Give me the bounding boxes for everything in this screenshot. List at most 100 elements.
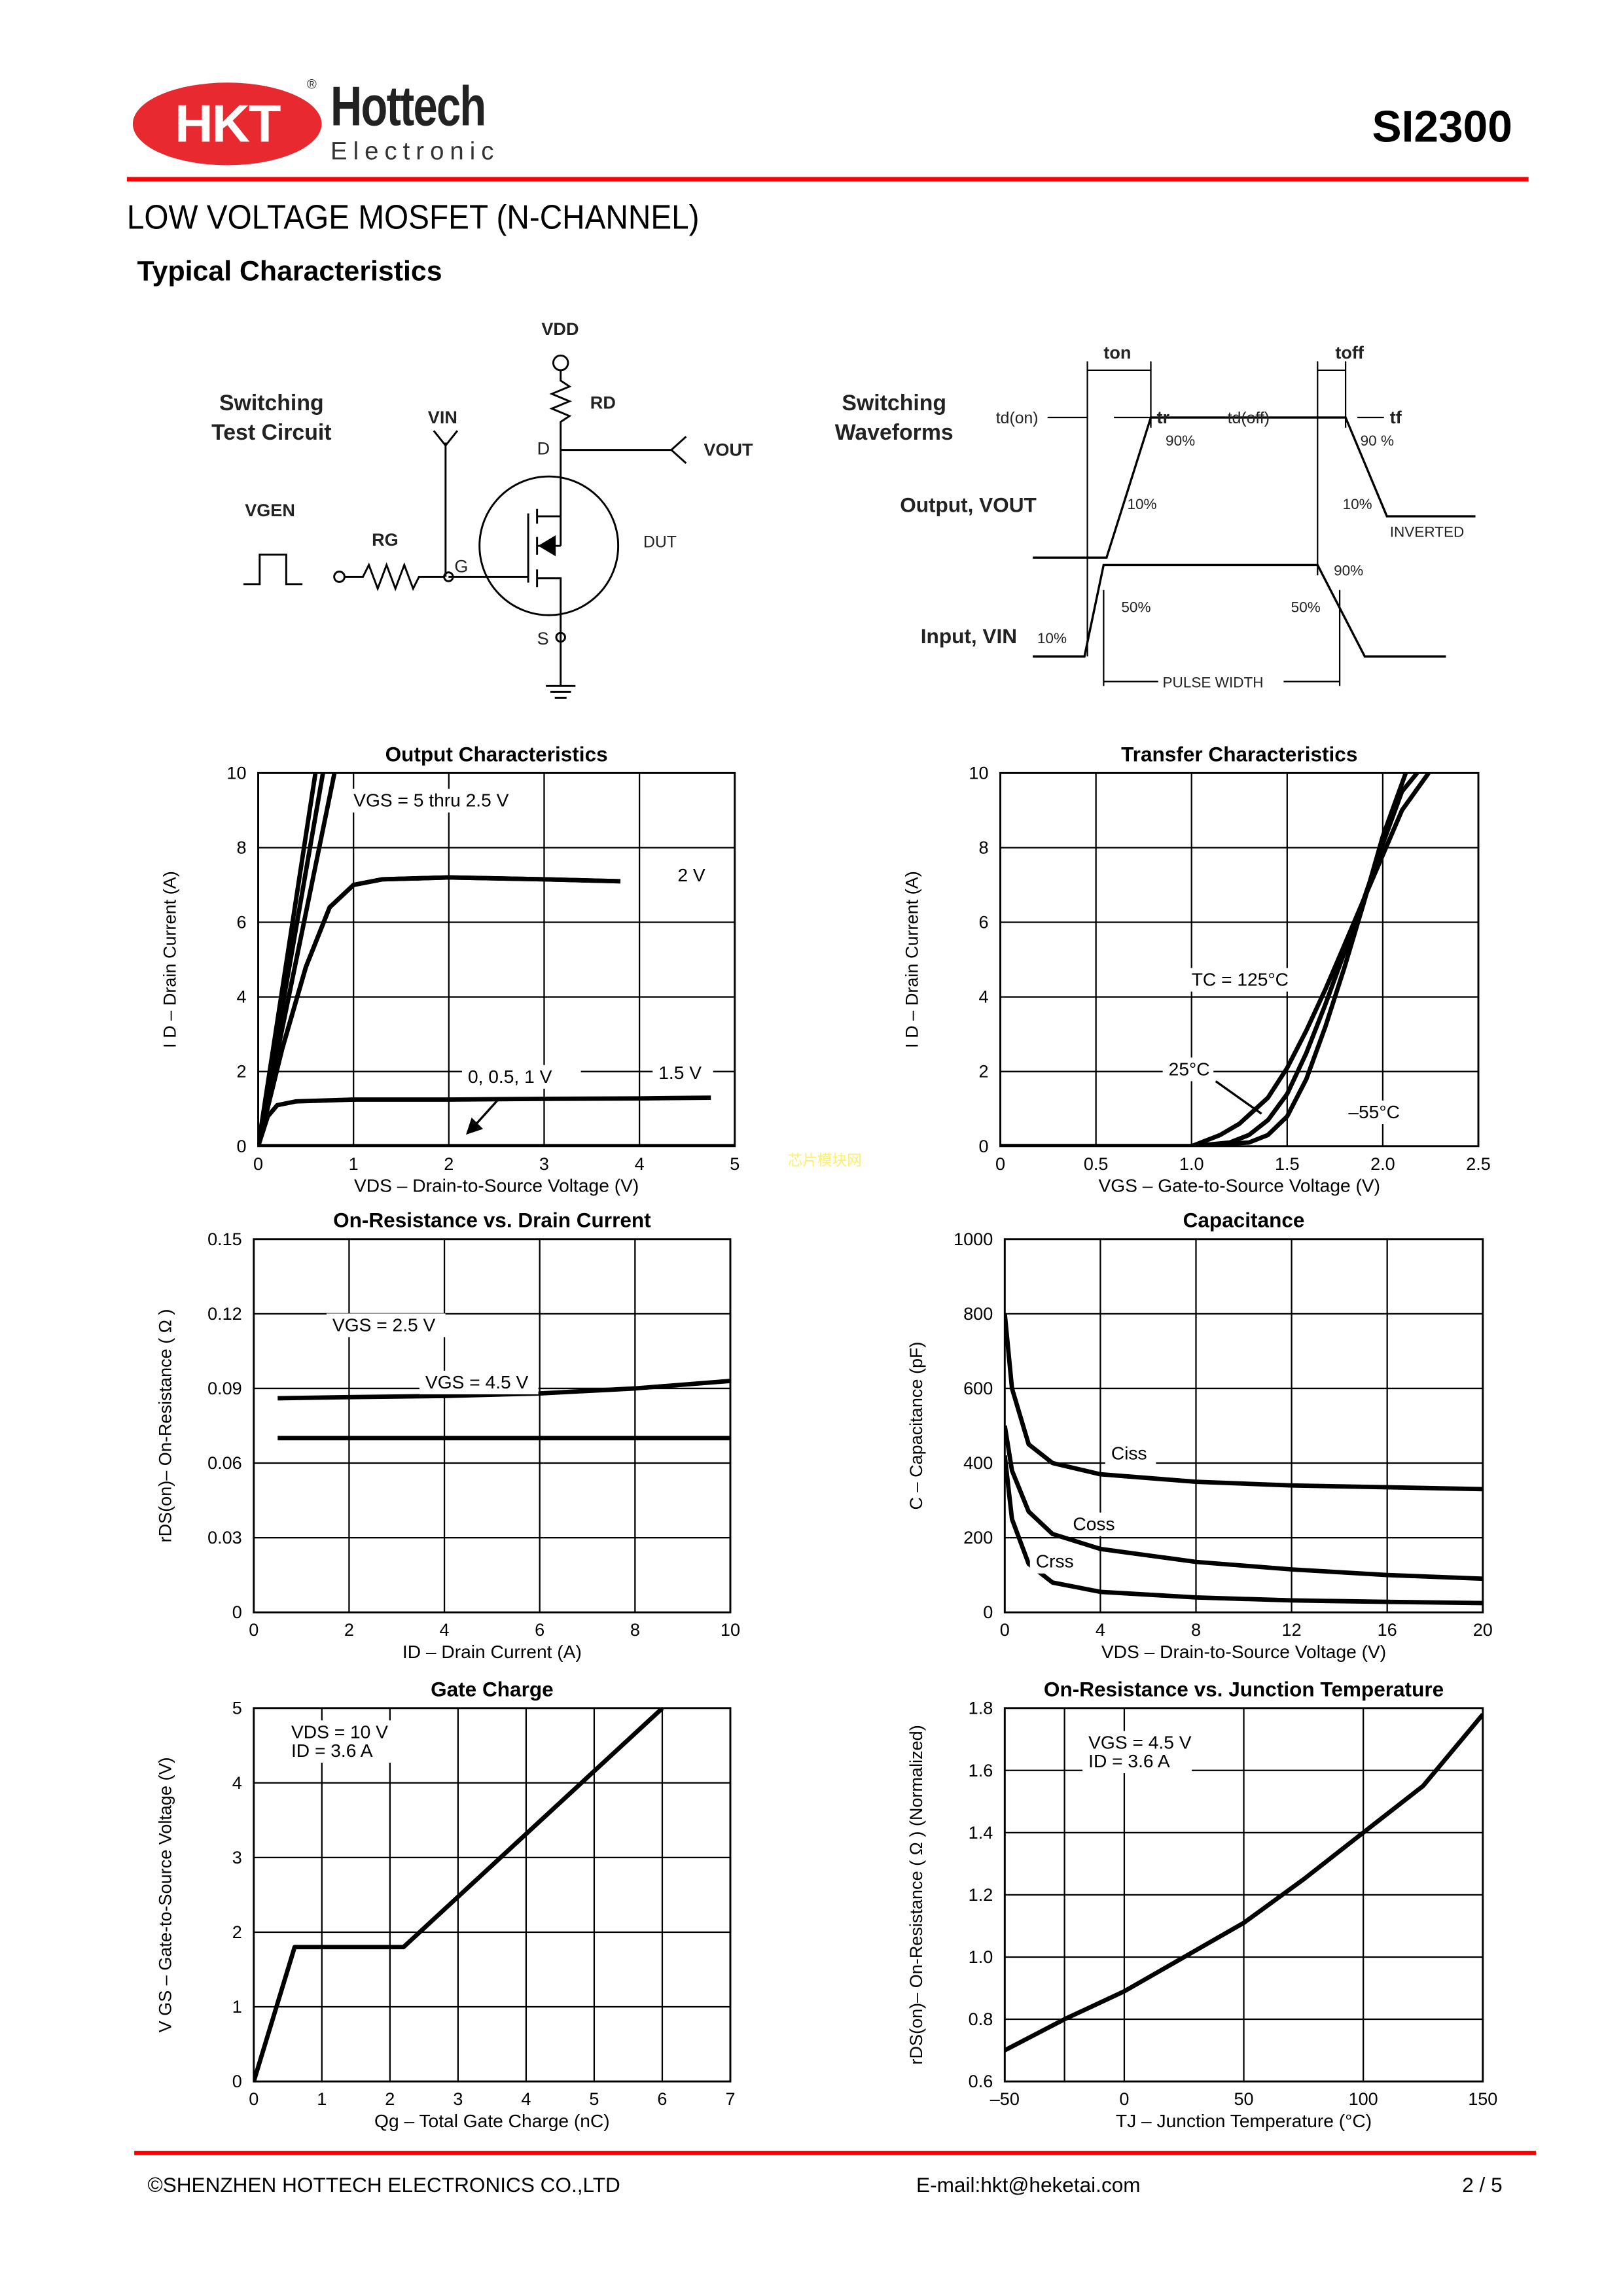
pct-label: 10% bbox=[1127, 496, 1156, 512]
tdoff-label: td(off) bbox=[1228, 410, 1270, 427]
toff-label: toff bbox=[1335, 343, 1364, 362]
y-tick-label: 0.6 bbox=[969, 2072, 993, 2091]
x-tick-label: 2.5 bbox=[1466, 1154, 1491, 1174]
document-title: LOW VOLTAGE MOSFET (N-CHANNEL) bbox=[126, 198, 700, 236]
y-tick-label: 0 bbox=[236, 1137, 246, 1156]
y-tick-label: 2 bbox=[978, 1062, 988, 1082]
annotation: Ciss bbox=[1111, 1442, 1147, 1463]
annotation-bg bbox=[652, 1061, 713, 1086]
chart-4: 0 1 2 3 4 5 6 7 0 1 2 3 4 5 Gate Charge Qg – Total Gate… bbox=[156, 1678, 736, 2131]
x-tick-label: 0 bbox=[995, 1154, 1005, 1174]
logo-subtitle: Electronic bbox=[330, 137, 500, 166]
tdon-label: td(on) bbox=[996, 410, 1039, 427]
mosfet-arrow bbox=[538, 535, 556, 557]
y-tick-label: 4 bbox=[236, 987, 246, 1007]
tr-label: tr bbox=[1157, 408, 1170, 427]
y-tick-label: 0.8 bbox=[969, 2009, 993, 2029]
y-tick-label: 6 bbox=[978, 913, 988, 932]
series-line-0 bbox=[277, 1379, 730, 1401]
logo: HKT bbox=[132, 82, 322, 166]
y-axis-label: I D – Drain Current (A) bbox=[902, 871, 921, 1048]
x-tick-label: 0.5 bbox=[1084, 1154, 1109, 1174]
series-line-0 bbox=[1000, 773, 1431, 1146]
series-line-5 bbox=[258, 1095, 711, 1146]
x-tick-label: 1.0 bbox=[1179, 1154, 1204, 1174]
x-tick-label: 1 bbox=[317, 2089, 327, 2109]
drain-label: D bbox=[537, 438, 550, 458]
annotation: VGS = 4.5 V bbox=[1088, 1732, 1192, 1753]
chart-title: On-Resistance vs. Drain Current bbox=[333, 1209, 651, 1232]
annotation: VGS = 5 thru 2.5 V bbox=[353, 790, 508, 811]
y-tick-label: 600 bbox=[963, 1379, 993, 1398]
source-label: S bbox=[537, 629, 549, 648]
x-tick-label: 6 bbox=[657, 2089, 667, 2109]
x-tick-label: 50 bbox=[1234, 2089, 1253, 2109]
y-tick-label: 4 bbox=[978, 987, 988, 1007]
chart-2: 0 2 4 6 8 10 0 0.03 0.06 0.09 0.12 0.15 On-Resistanc… bbox=[156, 1209, 741, 1662]
y-tick-label: 5 bbox=[232, 1699, 242, 1718]
plot-frame bbox=[253, 1707, 732, 2083]
chart-title: Transfer Characteristics bbox=[1121, 742, 1357, 766]
annotation: VDS = 10 V bbox=[291, 1721, 388, 1742]
annotation-bg bbox=[348, 788, 535, 813]
annotation-bg bbox=[1067, 1512, 1118, 1536]
x-tick-label: 0 bbox=[249, 2089, 259, 2109]
x-tick-label: 1.5 bbox=[1275, 1154, 1300, 1174]
x-axis-label: VDS – Drain-to-Source Voltage (V) bbox=[1101, 1641, 1386, 1662]
series-line-2 bbox=[1000, 773, 1408, 1146]
series-line-0 bbox=[1005, 1313, 1483, 1492]
annotation-bg bbox=[671, 863, 713, 887]
y-tick-label: 0 bbox=[978, 1137, 988, 1156]
x-tick-label: 0 bbox=[1000, 1620, 1010, 1640]
x-tick-label: 4 bbox=[1096, 1620, 1105, 1640]
vdd-label: VDD bbox=[541, 319, 579, 339]
annotation: Crss bbox=[1036, 1551, 1074, 1572]
logo-mark: HKT bbox=[175, 93, 281, 154]
annotation: 25°C bbox=[1169, 1058, 1210, 1079]
pct-label: 10% bbox=[1343, 496, 1372, 512]
y-tick-label: 0 bbox=[232, 2072, 242, 2091]
input-waveform bbox=[1033, 563, 1446, 658]
series-line-3 bbox=[258, 875, 621, 1146]
x-tick-label: 1 bbox=[349, 1154, 359, 1174]
annotation-arrow bbox=[1215, 1080, 1262, 1115]
plot-frame bbox=[999, 771, 1480, 1148]
ton-label: ton bbox=[1103, 343, 1131, 362]
ground-icon bbox=[546, 684, 576, 699]
pct-label: 50% bbox=[1121, 599, 1150, 616]
vin-line bbox=[433, 430, 459, 577]
series-line-2 bbox=[1005, 1455, 1483, 1606]
waveforms-title-2: Waveforms bbox=[835, 420, 954, 445]
y-tick-label: 2 bbox=[236, 1062, 246, 1082]
annotation-arrow bbox=[466, 1098, 500, 1135]
annotation: TC = 125°C bbox=[1192, 968, 1289, 989]
chart-0: 0 1 2 3 4 5 0 2 4 6 8 10 Output Characteristics VDS –… bbox=[160, 742, 740, 1195]
y-axis-label: C – Capacitance (pF) bbox=[906, 1341, 926, 1510]
y-axis-label: rDS(on)– On-Resistance ( Ω ) bbox=[156, 1309, 175, 1543]
inverted-label: INVERTED bbox=[1390, 524, 1465, 540]
y-tick-label: 0.12 bbox=[207, 1304, 242, 1324]
x-tick-label: 12 bbox=[1282, 1620, 1302, 1640]
annotation-bg bbox=[1162, 1057, 1214, 1082]
y-tick-label: 0 bbox=[983, 1602, 993, 1622]
x-axis-label: VDS – Drain-to-Source Voltage (V) bbox=[354, 1175, 639, 1196]
page-number: 2 / 5 bbox=[1462, 2172, 1503, 2197]
switching-diagram: Switching Test Circuit Switching Wavefor… bbox=[211, 319, 1476, 699]
rg-label: RG bbox=[372, 530, 399, 550]
pulse-width-label: PULSE WIDTH bbox=[1163, 675, 1264, 691]
y-tick-label: 1.4 bbox=[969, 1823, 993, 1843]
chart-title: Capacitance bbox=[1183, 1209, 1305, 1232]
x-tick-label: 0 bbox=[253, 1154, 263, 1174]
rg-resistor bbox=[345, 562, 444, 592]
gen-node bbox=[333, 571, 346, 583]
footer-divider bbox=[134, 2151, 1536, 2155]
waveforms-title: Switching bbox=[842, 391, 946, 415]
x-tick-label: 5 bbox=[589, 2089, 599, 2109]
y-tick-label: 4 bbox=[232, 1773, 242, 1793]
y-tick-label: 0 bbox=[232, 1602, 242, 1622]
y-tick-label: 1.8 bbox=[969, 1699, 993, 1718]
chart-title: Output Characteristics bbox=[385, 742, 608, 766]
y-axis-label: I D – Drain Current (A) bbox=[160, 871, 179, 1048]
x-tick-label: 2.0 bbox=[1370, 1154, 1395, 1174]
